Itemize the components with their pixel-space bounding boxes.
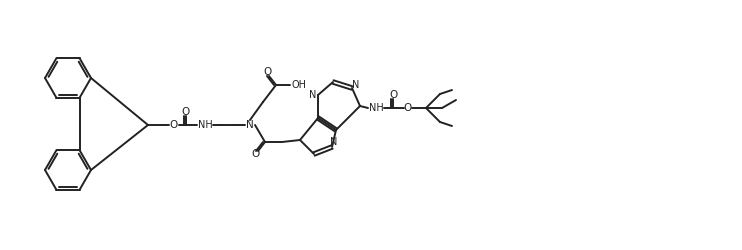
Text: NH: NH: [197, 120, 212, 130]
Text: O: O: [404, 103, 412, 113]
Text: O: O: [170, 120, 178, 130]
Text: NH: NH: [369, 103, 384, 113]
Text: N: N: [246, 120, 254, 130]
Text: N: N: [309, 90, 317, 100]
Text: N: N: [352, 80, 360, 90]
Text: O: O: [182, 107, 190, 117]
Text: OH: OH: [292, 80, 307, 90]
Text: O: O: [263, 67, 271, 77]
Text: N: N: [330, 137, 338, 147]
Text: O: O: [389, 90, 397, 100]
Text: O: O: [251, 149, 259, 159]
